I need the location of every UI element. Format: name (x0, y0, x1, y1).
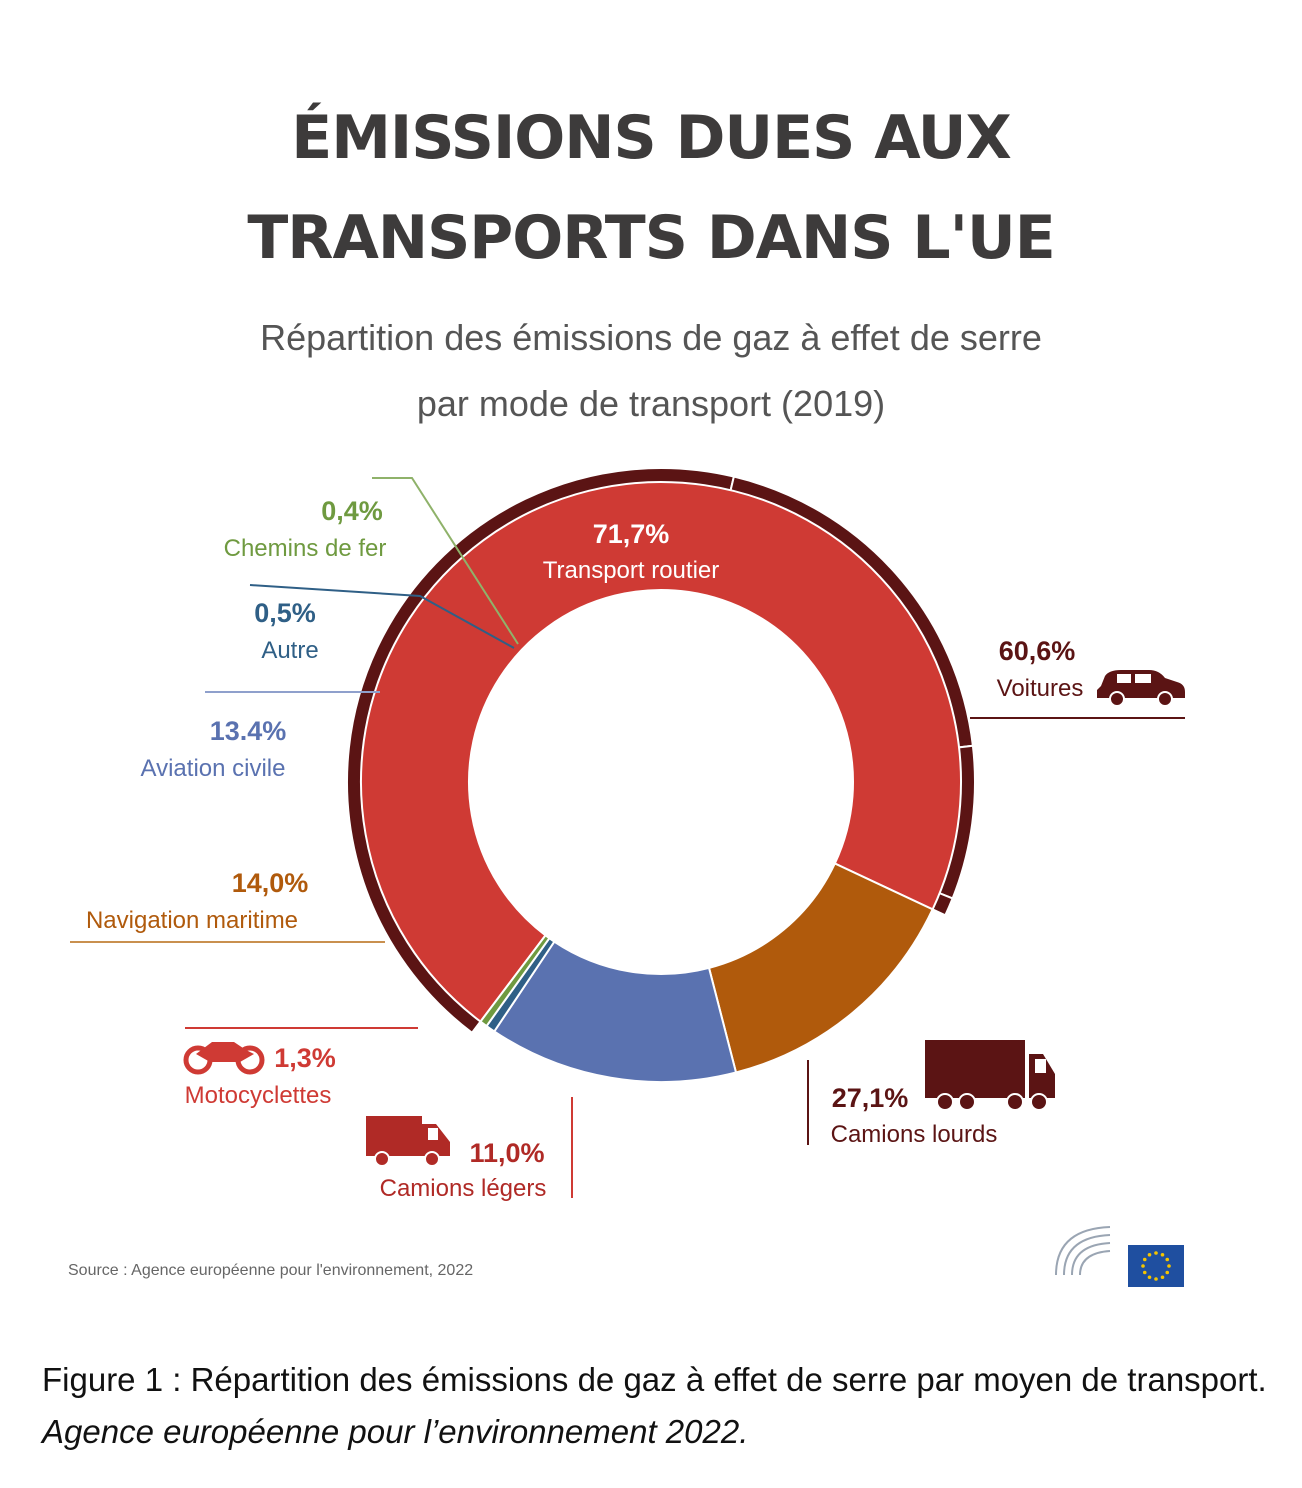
figure-caption: Figure 1 : Répartition des émissions de … (42, 1354, 1272, 1458)
eu-star (1165, 1270, 1170, 1275)
subtitle-line-1: Répartition des émissions de gaz à effet… (260, 317, 1042, 358)
title-line-2: TRANSPORTS DANS L'UE (247, 203, 1055, 273)
eu-star (1160, 1252, 1165, 1257)
source-note: Source : Agence européenne pour l'enviro… (68, 1262, 474, 1279)
aviation-name-label: Aviation civile (141, 755, 286, 782)
eu-star (1165, 1257, 1170, 1262)
eu-star (1154, 1251, 1158, 1255)
eu-star (1147, 1252, 1152, 1257)
road-name-label: Transport routier (543, 557, 720, 584)
moto-name-label: Motocyclettes (185, 1082, 332, 1109)
light-trucks-name-label: Camions légers (380, 1175, 547, 1202)
leader-lines (70, 477, 1185, 1198)
eu-star (1154, 1277, 1158, 1281)
caption-text: Figure 1 : Répartition des émissions de … (42, 1361, 1267, 1398)
eu-star (1160, 1275, 1165, 1280)
leader-line-other (249, 584, 515, 649)
cars-value-label: 60,6% (999, 636, 1076, 666)
heavy-trucks-name-label: Camions lourds (831, 1121, 998, 1148)
maritime-value-label: 14,0% (232, 868, 309, 898)
slice-transport-routier (360, 481, 962, 1023)
eu-star (1142, 1270, 1147, 1275)
rail-name-label: Chemins de fer (224, 535, 387, 562)
slice-chemins-de-fer (479, 933, 551, 1028)
road-value-label: 71,7% (593, 519, 670, 549)
light-trucks-value-label: 11,0% (469, 1138, 544, 1168)
car-icon (1097, 670, 1185, 707)
other-name-label: Autre (261, 637, 318, 664)
slice-navigation-maritime (707, 862, 934, 1074)
donut-chart: 71,7% Transport routier 0,4% Chemins de … (70, 467, 1185, 1202)
moto-value-label: 1,3% (274, 1043, 336, 1073)
chart-title: ÉMISSIONS DUES AUX TRANSPORTS DANS L'UE (0, 88, 1302, 288)
eu-star (1141, 1264, 1145, 1268)
other-value-label: 0,5% (254, 598, 316, 628)
chart-subtitle: Répartition des émissions de gaz à effet… (0, 305, 1302, 437)
heavy-truck-icon (925, 1040, 1055, 1111)
aviation-value-label: 13.4% (210, 716, 287, 746)
light-truck-icon (366, 1116, 450, 1167)
eu-star (1147, 1275, 1152, 1280)
leader-line-rail (372, 477, 519, 645)
eu-star (1142, 1257, 1147, 1262)
donut-slices (360, 481, 962, 1083)
rail-value-label: 0,4% (321, 496, 383, 526)
cars-name-label: Voitures (997, 675, 1084, 702)
european-parliament-logo (1055, 1226, 1184, 1287)
maritime-name-label: Navigation maritime (86, 907, 298, 934)
caption-source: Agence européenne pour l’environnement 2… (42, 1413, 749, 1450)
motorcycle-icon (183, 1042, 265, 1075)
title-line-1: ÉMISSIONS DUES AUX (291, 103, 1012, 173)
eu-star (1167, 1264, 1171, 1268)
heavy-trucks-value-label: 27,1% (832, 1083, 909, 1113)
subtitle-line-2: par mode de transport (2019) (416, 383, 886, 424)
